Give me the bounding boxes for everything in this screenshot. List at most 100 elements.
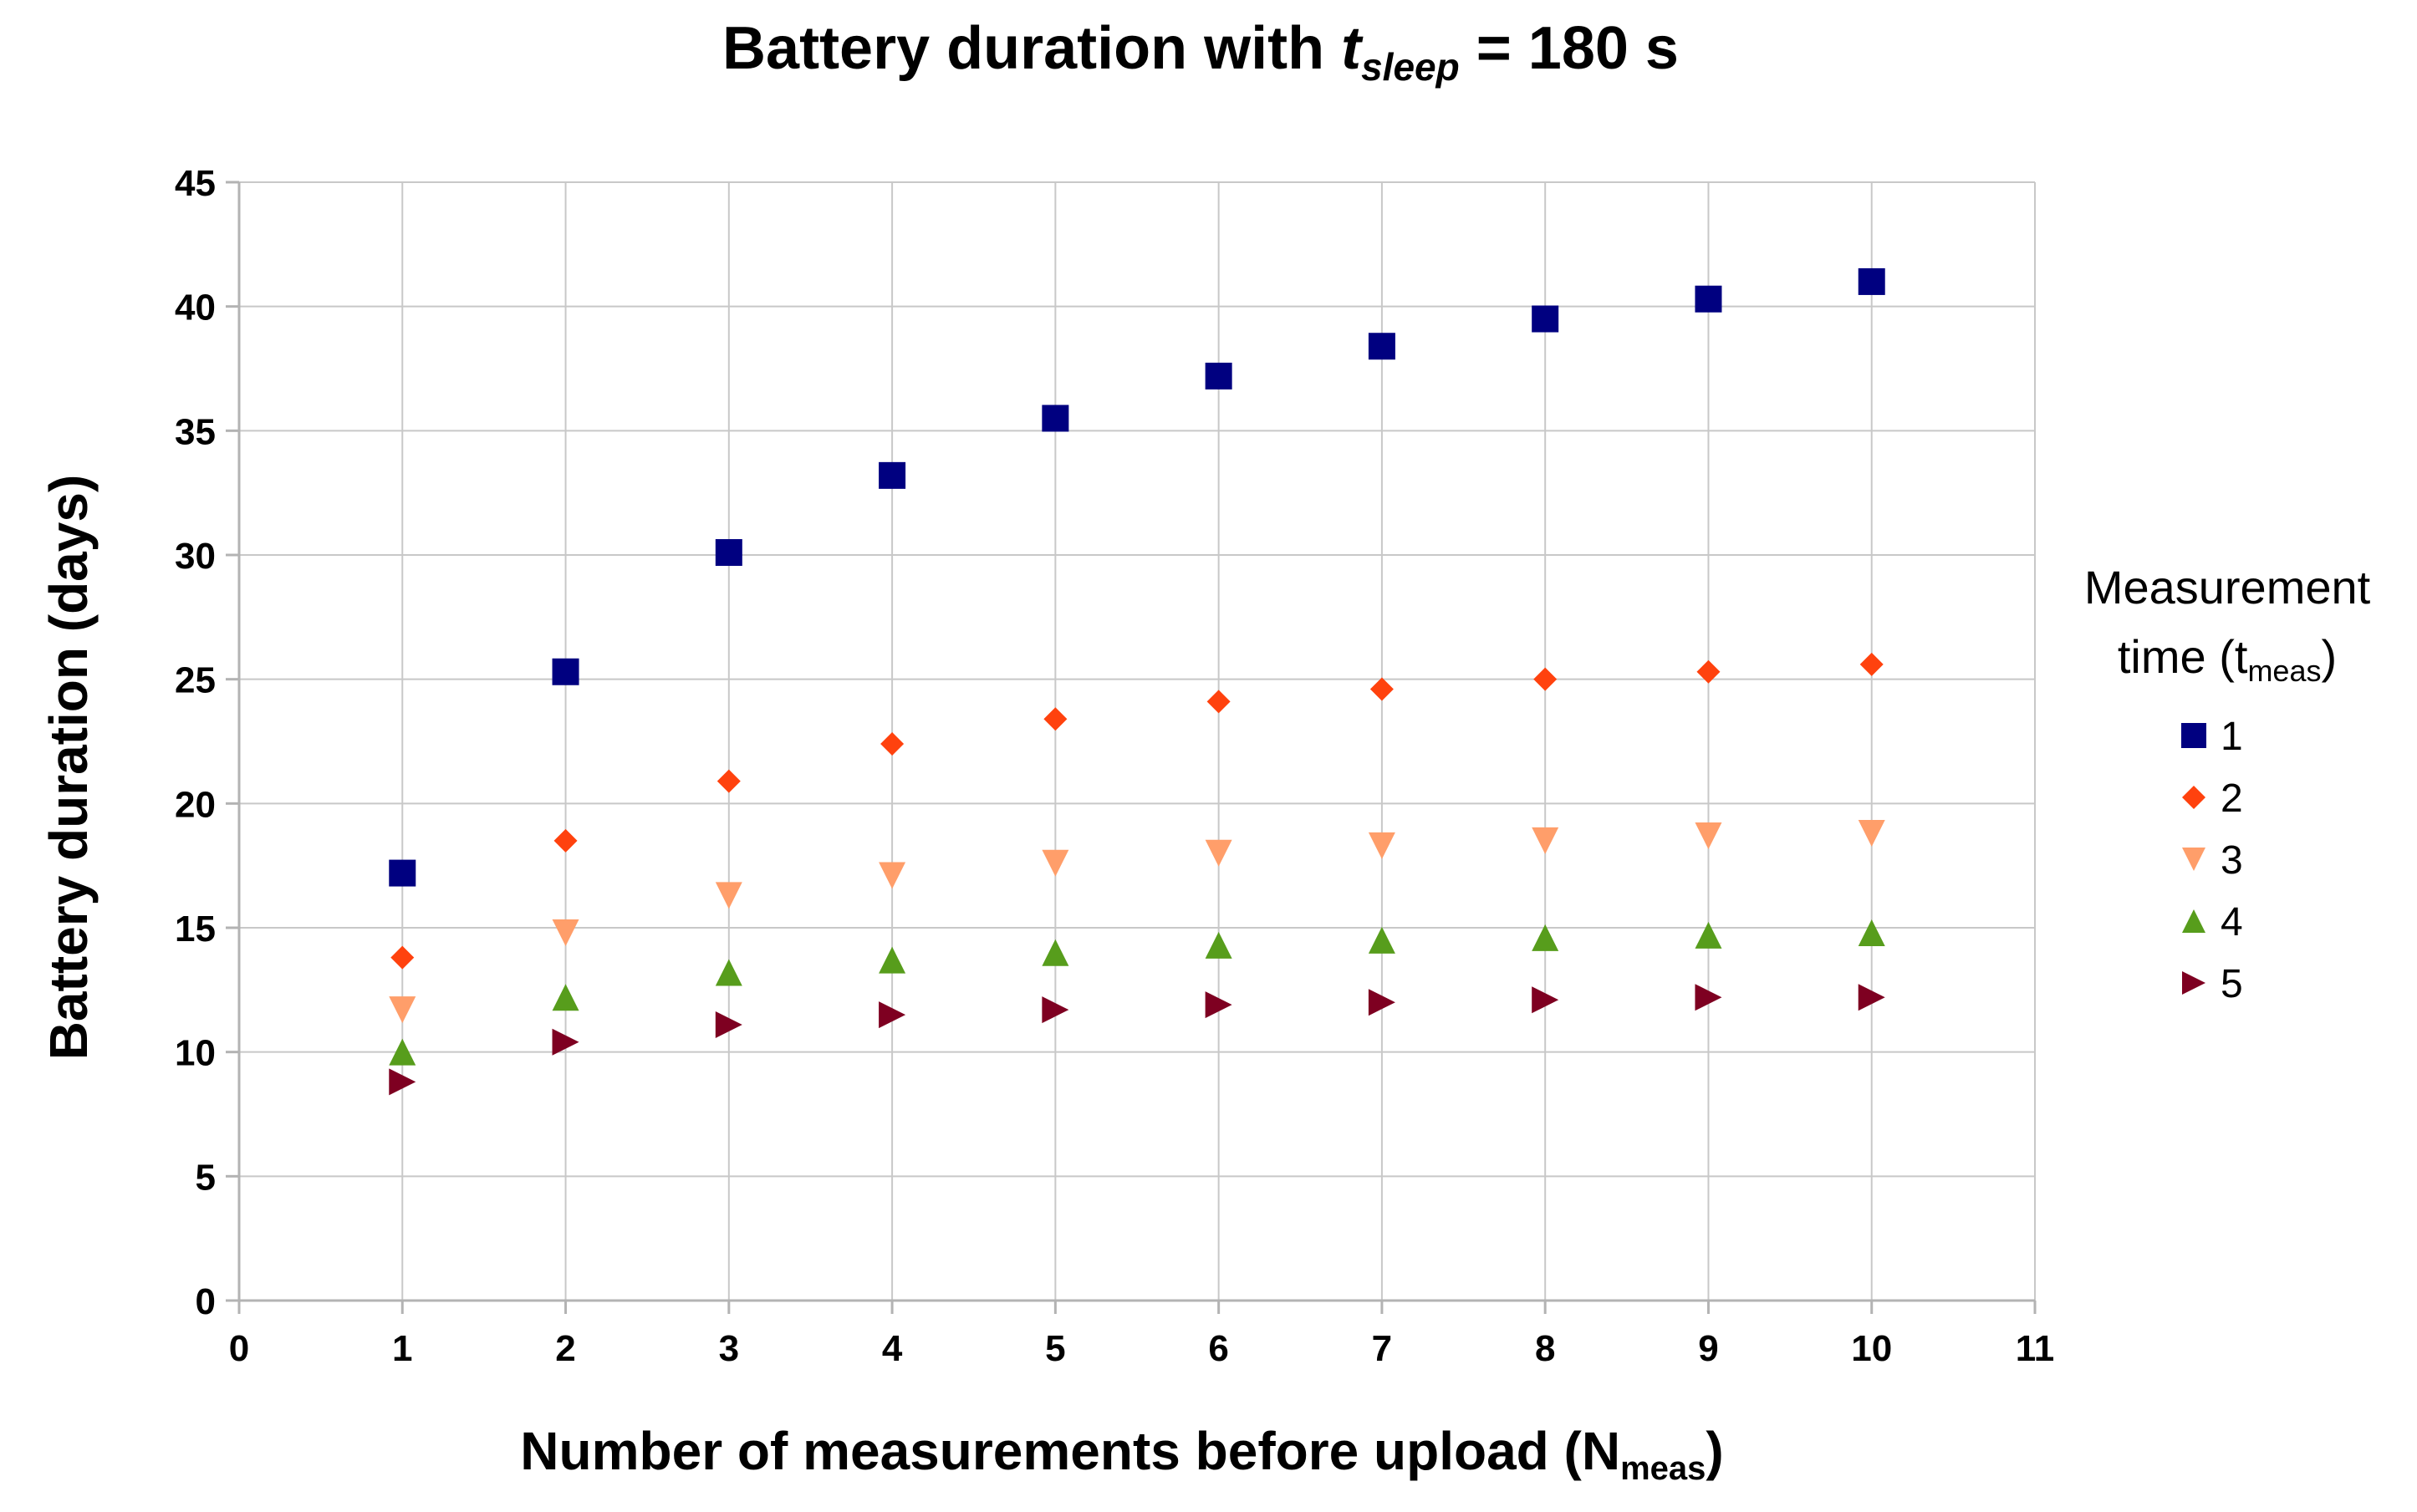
data-point-series-3 bbox=[879, 862, 906, 889]
data-point-series-4 bbox=[879, 946, 906, 974]
legend-item: 4 bbox=[2182, 900, 2243, 944]
data-point-series-3 bbox=[389, 996, 416, 1024]
data-point-series-3 bbox=[1858, 820, 1885, 848]
data-point-series-1 bbox=[1695, 285, 1722, 313]
data-point-series-5 bbox=[389, 1068, 416, 1096]
data-point-series-1 bbox=[1205, 362, 1232, 389]
data-point-series-1 bbox=[389, 859, 416, 887]
data-point-series-1 bbox=[1042, 405, 1069, 432]
y-axis-title: Battery duration (days) bbox=[38, 475, 99, 1061]
x-tick-label: 0 bbox=[229, 1328, 249, 1369]
data-point-series-2 bbox=[390, 945, 415, 970]
x-tick-label: 5 bbox=[1045, 1328, 1065, 1369]
x-tick-label: 7 bbox=[1372, 1328, 1392, 1369]
data-point-series-2 bbox=[1533, 667, 1558, 691]
y-tick-label: 40 bbox=[175, 288, 216, 328]
x-tick-label: 3 bbox=[719, 1328, 739, 1369]
x-tick-label: 4 bbox=[882, 1328, 903, 1369]
y-tick-label: 0 bbox=[196, 1281, 216, 1322]
data-point-series-1 bbox=[552, 658, 579, 685]
legend-label: 5 bbox=[2221, 962, 2243, 1006]
data-point-series-2 bbox=[1859, 652, 1884, 676]
data-point-series-1 bbox=[1368, 333, 1395, 360]
data-point-series-2 bbox=[1696, 659, 1721, 684]
data-point-series-4 bbox=[1858, 919, 1885, 946]
data-point-series-5 bbox=[552, 1028, 579, 1056]
y-tick-label: 45 bbox=[175, 163, 216, 204]
series-5 bbox=[389, 984, 1885, 1096]
data-point-series-3 bbox=[1042, 849, 1069, 877]
legend-items: 1 2 3 4 5 bbox=[2181, 715, 2243, 1006]
data-point-series-4 bbox=[1042, 939, 1069, 966]
data-point-series-4 bbox=[715, 959, 742, 986]
data-point-series-5 bbox=[1858, 984, 1885, 1011]
data-points bbox=[389, 267, 1885, 1096]
data-point-series-4 bbox=[389, 1038, 416, 1066]
legend-marker-1 bbox=[2181, 723, 2206, 748]
y-tick-label: 35 bbox=[175, 411, 216, 452]
x-axis-title: Number of measurements before upload (Nm… bbox=[520, 1421, 1723, 1487]
legend-label: 1 bbox=[2221, 715, 2243, 759]
x-tick-label: 8 bbox=[1535, 1328, 1555, 1369]
legend-title-line1: Measurement bbox=[2084, 561, 2371, 613]
data-point-series-4 bbox=[1368, 926, 1395, 954]
data-point-series-3 bbox=[1368, 832, 1395, 859]
y-tick-label: 10 bbox=[175, 1033, 216, 1074]
y-tick-label: 20 bbox=[175, 784, 216, 825]
data-point-series-3 bbox=[715, 882, 742, 909]
data-point-series-3 bbox=[1205, 839, 1232, 867]
chart-title: Battery duration with tsleep = 180 s bbox=[722, 15, 1679, 89]
data-point-series-4 bbox=[1532, 924, 1559, 951]
data-point-series-2 bbox=[1369, 677, 1394, 701]
data-point-series-1 bbox=[715, 539, 742, 567]
data-point-series-1 bbox=[879, 461, 906, 489]
axes bbox=[226, 181, 2037, 1314]
data-point-series-5 bbox=[1205, 991, 1232, 1019]
legend-label: 3 bbox=[2221, 838, 2243, 883]
legend-item: 5 bbox=[2182, 962, 2243, 1006]
legend: Measurement time (tmeas) 1 2 3 4 5 bbox=[2084, 561, 2371, 1006]
legend-item: 2 bbox=[2182, 776, 2243, 821]
data-point-series-4 bbox=[1205, 931, 1232, 959]
data-point-series-2 bbox=[553, 828, 578, 853]
data-point-series-3 bbox=[1695, 822, 1722, 849]
data-point-series-5 bbox=[879, 1001, 906, 1029]
legend-marker-2 bbox=[2182, 786, 2205, 809]
data-point-series-3 bbox=[1532, 827, 1559, 854]
legend-label: 4 bbox=[2221, 900, 2243, 944]
data-point-series-2 bbox=[880, 731, 905, 756]
y-tick-label: 15 bbox=[175, 909, 216, 949]
data-point-series-2 bbox=[1043, 707, 1068, 731]
data-point-series-5 bbox=[715, 1011, 742, 1038]
y-tick-label: 25 bbox=[175, 660, 216, 701]
data-point-series-2 bbox=[1206, 690, 1231, 714]
x-tick-label: 1 bbox=[392, 1328, 412, 1369]
series-4 bbox=[389, 919, 1885, 1066]
data-point-series-1 bbox=[1858, 267, 1885, 295]
x-tick-label: 9 bbox=[1698, 1328, 1718, 1369]
data-point-series-4 bbox=[1695, 921, 1722, 949]
data-point-series-4 bbox=[552, 984, 579, 1011]
data-point-series-3 bbox=[552, 919, 579, 946]
legend-marker-4 bbox=[2182, 909, 2205, 933]
data-point-series-5 bbox=[1368, 989, 1395, 1016]
legend-label: 2 bbox=[2221, 776, 2243, 821]
series-3 bbox=[389, 820, 1885, 1024]
x-tick-label: 6 bbox=[1208, 1328, 1228, 1369]
data-point-series-1 bbox=[1532, 305, 1559, 333]
legend-marker-3 bbox=[2182, 848, 2205, 871]
legend-marker-5 bbox=[2182, 971, 2205, 995]
data-point-series-5 bbox=[1695, 984, 1722, 1011]
legend-item: 1 bbox=[2181, 715, 2243, 759]
series-2 bbox=[390, 652, 1884, 970]
y-tick-label: 30 bbox=[175, 536, 216, 577]
series-1 bbox=[389, 267, 1885, 887]
legend-item: 3 bbox=[2182, 838, 2243, 883]
x-tick-label: 10 bbox=[1851, 1328, 1892, 1369]
data-point-series-5 bbox=[1042, 996, 1069, 1024]
data-point-series-2 bbox=[716, 769, 741, 793]
data-point-series-5 bbox=[1532, 986, 1559, 1014]
